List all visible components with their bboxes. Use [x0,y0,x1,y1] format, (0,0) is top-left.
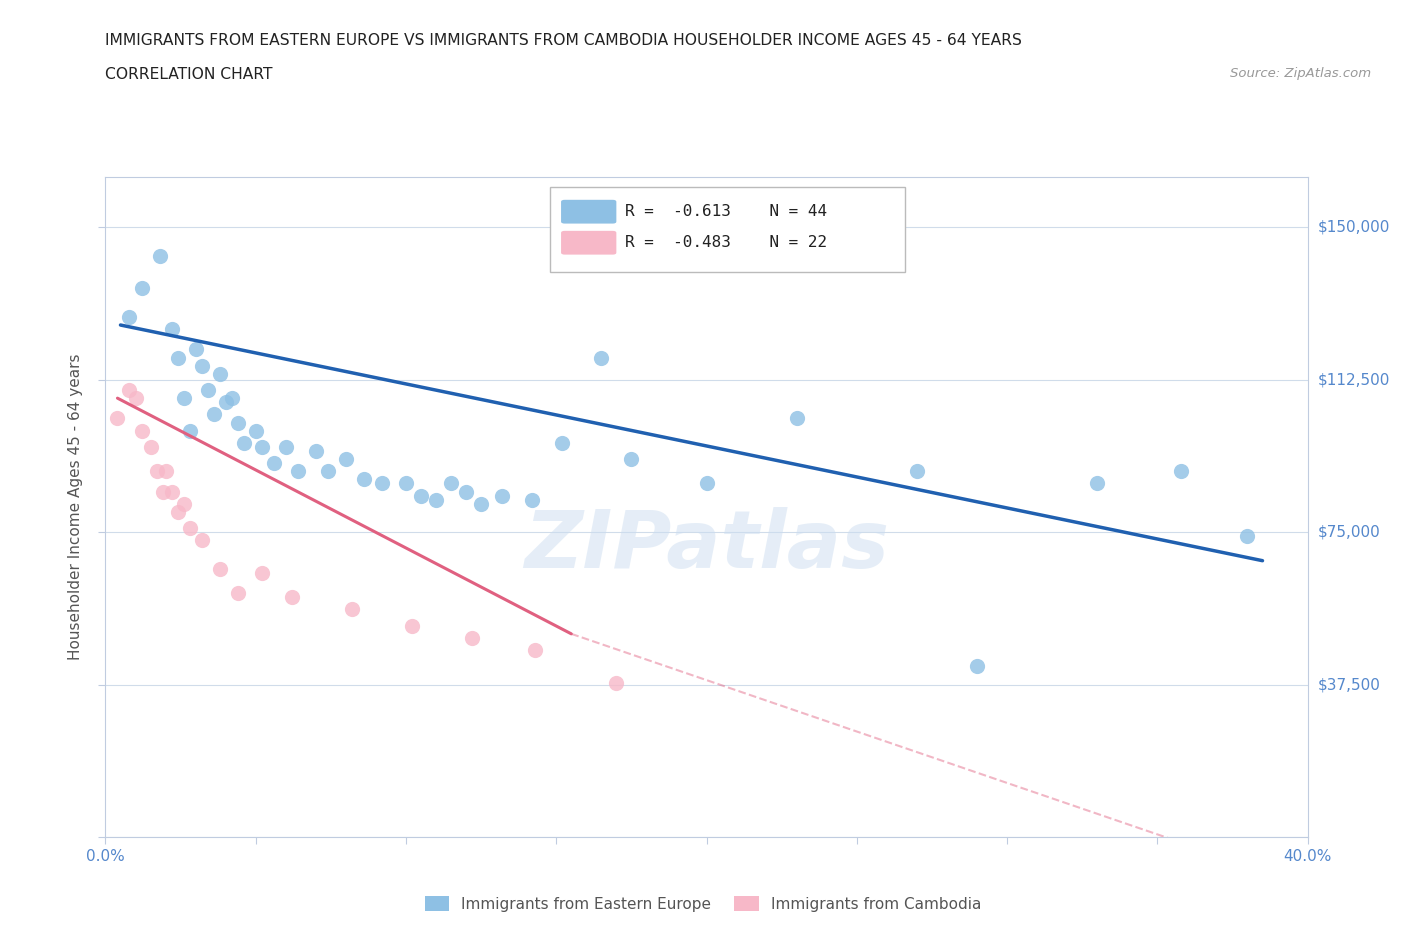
Point [131,281,153,296]
FancyBboxPatch shape [561,200,616,223]
Point [118,382,141,397]
Point [208,562,231,577]
Text: $37,500: $37,500 [1317,677,1381,692]
Point [190,358,212,373]
Legend: Immigrants from Eastern Europe, Immigrants from Cambodia: Immigrants from Eastern Europe, Immigran… [419,890,987,918]
Point [118,310,141,325]
Point [226,586,249,601]
Point [340,602,363,617]
Text: R =  -0.613    N = 44: R = -0.613 N = 44 [624,205,827,219]
Point [274,440,297,455]
Point [966,658,988,673]
Point [1236,529,1258,544]
Point [470,497,492,512]
Point [605,675,627,690]
FancyBboxPatch shape [550,187,905,272]
Text: $75,000: $75,000 [1317,525,1381,539]
Point [263,456,285,471]
Point [155,464,177,479]
Text: ZIPatlas: ZIPatlas [524,508,889,586]
Point [409,488,432,503]
Point [226,415,249,430]
Point [395,476,418,491]
Point [425,492,447,507]
Point [173,497,195,512]
Point [1170,464,1192,479]
Point [221,391,243,405]
Point [786,411,808,426]
Point [208,366,231,381]
Point [190,533,212,548]
Point [401,618,423,633]
Point [152,485,174,499]
Point [107,411,129,426]
FancyBboxPatch shape [561,231,616,255]
Point [197,382,219,397]
Point [551,435,574,450]
Point [440,476,463,491]
Point [148,248,170,263]
Text: $150,000: $150,000 [1317,220,1389,235]
Point [160,322,183,337]
Point [160,485,183,499]
Point [491,488,513,503]
Point [591,350,613,365]
Text: Source: ZipAtlas.com: Source: ZipAtlas.com [1230,67,1371,80]
Point [905,464,928,479]
Point [179,423,201,438]
Point [524,643,547,658]
Point [461,631,484,645]
Text: $112,500: $112,500 [1317,372,1389,388]
Point [371,476,394,491]
Point [179,521,201,536]
Point [316,464,339,479]
Text: CORRELATION CHART: CORRELATION CHART [105,67,273,82]
Point [184,342,207,357]
Point [620,452,643,467]
Point [281,590,304,604]
Point [696,476,718,491]
Point [214,394,236,409]
Point [305,444,328,458]
Point [232,435,254,450]
Point [245,423,267,438]
Y-axis label: Householder Income Ages 45 - 64 years: Householder Income Ages 45 - 64 years [67,353,83,660]
Point [202,407,225,422]
Point [250,565,273,580]
Point [166,350,188,365]
Point [173,391,195,405]
Point [145,464,167,479]
Point [124,391,146,405]
Text: IMMIGRANTS FROM EASTERN EUROPE VS IMMIGRANTS FROM CAMBODIA HOUSEHOLDER INCOME AG: IMMIGRANTS FROM EASTERN EUROPE VS IMMIGR… [105,33,1022,47]
Point [166,504,188,519]
Point [454,485,477,499]
Point [522,492,544,507]
Point [335,452,357,467]
Text: R =  -0.483    N = 22: R = -0.483 N = 22 [624,235,827,250]
Point [131,423,153,438]
Point [353,472,375,487]
Point [139,440,162,455]
Point [287,464,309,479]
Point [250,440,273,455]
Point [1085,476,1108,491]
